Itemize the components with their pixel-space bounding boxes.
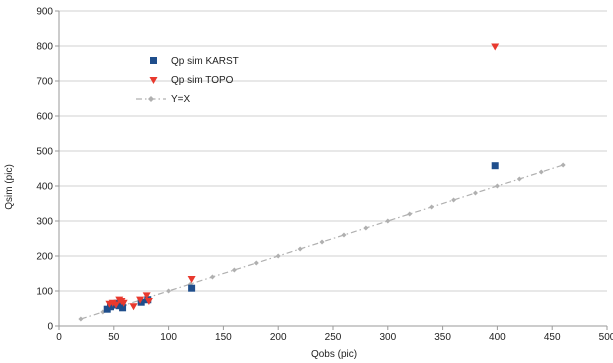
x-tick-label: 200	[270, 332, 287, 343]
data-point-yx	[78, 316, 84, 322]
data-point-yx	[538, 169, 544, 175]
x-tick-label: 250	[325, 332, 342, 343]
x-axis-title: Qobs (pic)	[311, 349, 357, 360]
axes	[55, 10, 608, 330]
data-point-yx	[472, 190, 478, 196]
data-point-yx	[429, 204, 435, 210]
legend-item-yx: Y=X	[136, 94, 191, 105]
x-tick-label: 150	[215, 332, 232, 343]
x-tick-label: 350	[434, 332, 451, 343]
data-point-yx	[385, 218, 391, 224]
x-tick-label: 50	[108, 332, 120, 343]
y-tick-label: 300	[36, 217, 53, 228]
y-tick-label: 0	[47, 322, 53, 333]
data-point-yx	[231, 267, 237, 273]
y-tick-label: 900	[36, 7, 53, 18]
data-point-yx	[166, 288, 172, 294]
data-point-karst	[137, 298, 145, 306]
y-tick-label: 500	[36, 147, 53, 158]
x-tick-label: 100	[160, 332, 177, 343]
tick-labels: 0 100 200 300 400 500 600 700 800 900 0 50 100 150 200…	[36, 7, 613, 344]
data-point-topo	[144, 298, 153, 305]
legend-item-topo: Qp sim TOPO	[149, 75, 234, 86]
x-tick-label: 0	[56, 332, 62, 343]
x-tick-label: 400	[489, 332, 506, 343]
legend-label: Qp sim TOPO	[171, 75, 234, 86]
data-point-karst	[188, 284, 196, 292]
data-point-yx	[363, 225, 369, 231]
x-tick-label: 500	[599, 332, 613, 343]
data-point-yx	[209, 274, 215, 280]
data-series	[78, 43, 566, 322]
grid-lines	[59, 10, 607, 292]
data-point-yx	[341, 232, 347, 238]
data-point-yx	[516, 176, 522, 182]
legend: Qp sim KARST Qp sim TOPO Y=X	[136, 56, 239, 105]
legend-marker-diamond	[148, 96, 154, 102]
data-point-yx	[560, 162, 566, 168]
y-tick-label: 800	[36, 42, 53, 53]
y-tick-label: 100	[36, 287, 53, 298]
data-point-topo	[187, 275, 196, 283]
y-tick-label: 700	[36, 77, 53, 88]
data-point-karst	[119, 304, 127, 312]
data-point-yx	[451, 197, 457, 203]
legend-marker-triangle	[149, 77, 158, 84]
data-point-yx	[297, 246, 303, 252]
legend-marker-square	[150, 57, 157, 64]
legend-label: Qp sim KARST	[171, 56, 239, 67]
y-axis-title: Qsim (pic)	[4, 164, 15, 210]
data-point-yx	[494, 183, 500, 189]
y-tick-label: 600	[36, 112, 53, 123]
x-tick-label: 450	[544, 332, 561, 343]
data-point-yx	[319, 239, 325, 245]
legend-item-karst: Qp sim KARST	[150, 56, 239, 67]
data-point-topo	[111, 301, 120, 309]
data-point-topo	[136, 296, 145, 304]
data-point-yx	[275, 253, 281, 259]
data-point-topo	[491, 43, 500, 51]
data-point-topo	[129, 303, 138, 311]
data-point-topo	[142, 292, 151, 300]
data-point-yx	[407, 211, 413, 217]
legend-label: Y=X	[171, 94, 191, 105]
y-tick-label: 400	[36, 182, 53, 193]
x-tick-label: 300	[379, 332, 396, 343]
data-point-yx	[253, 260, 259, 266]
data-point-topo	[119, 299, 128, 307]
y-tick-label: 200	[36, 252, 53, 263]
data-point-karst	[491, 162, 499, 170]
